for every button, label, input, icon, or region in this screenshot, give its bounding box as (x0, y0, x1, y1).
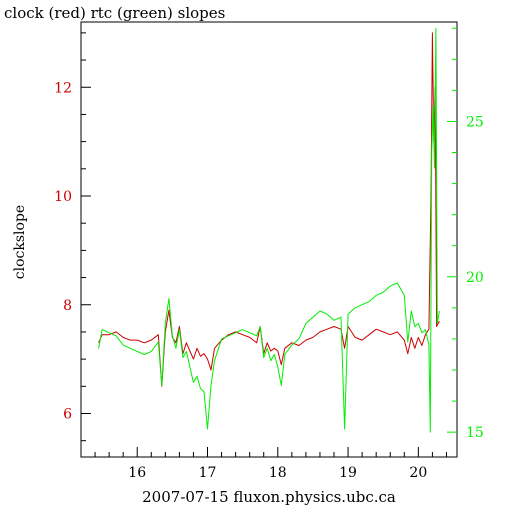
x-axis: 16 17 18 19 20 (94, 447, 447, 481)
y-left-tick-label: 12 (54, 80, 72, 96)
y-axis-left: 6 8 10 12 (54, 32, 91, 442)
x-axis-label: 2007-07-15 fluxon.physics.ubc.ca (142, 488, 396, 506)
y-axis-label: clockslope (12, 205, 28, 279)
x-tick-label: 16 (128, 465, 146, 481)
y-right-tick-label: 20 (466, 270, 484, 286)
x-tick-label: 20 (409, 465, 427, 481)
series-clock-line (98, 32, 440, 387)
chart-title: clock (red) rtc (green) slopes (4, 4, 225, 22)
y-axis-right: 15 20 25 (447, 27, 484, 441)
y-left-tick-label: 6 (63, 407, 72, 423)
series-rtc-line (98, 27, 440, 433)
x-tick-label: 17 (199, 465, 217, 481)
y-left-tick-label: 8 (63, 298, 72, 314)
y-right-tick-label: 15 (466, 425, 484, 441)
x-tick-label: 19 (339, 465, 357, 481)
plot-frame (80, 21, 458, 458)
y-left-tick-label: 10 (54, 189, 72, 205)
x-tick-label: 18 (269, 465, 287, 481)
plot-series (98, 27, 440, 433)
y-right-tick-label: 25 (466, 114, 484, 130)
